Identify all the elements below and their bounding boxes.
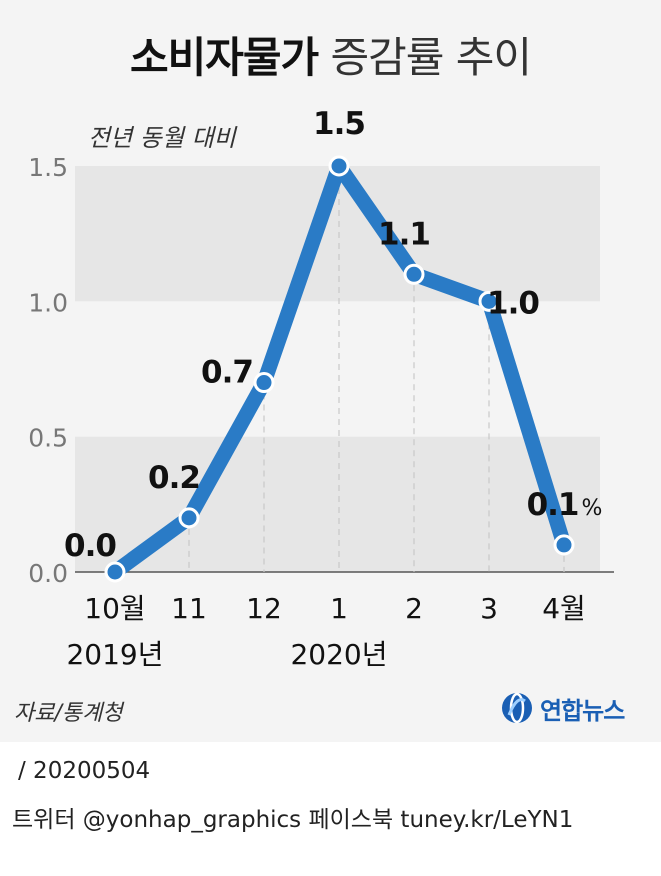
logo-text: 연합뉴스 bbox=[540, 696, 625, 725]
data-point bbox=[253, 372, 275, 394]
source-label: 자료/통계청 bbox=[14, 701, 123, 726]
data-label: 0.2 bbox=[148, 460, 200, 496]
line-chart: 0.00.51.01.5전년 동월 대비0.00.20.71.51.11.00.… bbox=[28, 106, 614, 671]
x-tick-label: 1 bbox=[330, 592, 348, 625]
y-tick-label: 1.0 bbox=[28, 288, 68, 317]
y-tick-label: 0.5 bbox=[28, 424, 68, 453]
data-point bbox=[104, 561, 126, 583]
y-tick-label: 0.0 bbox=[28, 559, 68, 588]
x-group-label: 2019년 bbox=[66, 638, 163, 671]
x-tick-label: 4월 bbox=[542, 592, 586, 625]
data-label: 0.7 bbox=[201, 355, 253, 391]
data-point bbox=[553, 534, 575, 556]
x-tick-label: 10월 bbox=[84, 592, 145, 625]
data-label: 1.0 bbox=[487, 285, 539, 321]
title-bold: 소비자물가 bbox=[129, 33, 319, 82]
yonhap-logo: 연합뉴스 bbox=[500, 688, 625, 728]
data-point bbox=[403, 263, 425, 285]
x-tick-label: 12 bbox=[246, 592, 282, 625]
data-label: 1.1 bbox=[378, 216, 430, 252]
yonhap-globe-icon bbox=[502, 692, 532, 724]
x-tick-label: 11 bbox=[171, 592, 207, 625]
data-label: 0.0 bbox=[64, 528, 116, 564]
data-point bbox=[328, 155, 350, 177]
data-point bbox=[178, 507, 200, 529]
y-tick-label: 1.5 bbox=[28, 153, 68, 182]
social-line: 트위터 @yonhap_graphics 페이스북 tuney.kr/LeYN1 bbox=[12, 807, 574, 833]
x-tick-label: 2 bbox=[405, 592, 423, 625]
chart-card: 소비자물가 증감률 추이 0.0 0.5 1.0 1.5 전년 동월 대비 0.0 0.2 0… bbox=[0, 0, 661, 742]
x-group-label: 2020년 bbox=[290, 638, 387, 671]
data-point bbox=[478, 290, 500, 312]
x-tick-label: 3 bbox=[480, 592, 498, 625]
title-light: 증감률 추이 bbox=[330, 33, 533, 82]
data-label: 1.5 bbox=[313, 106, 365, 142]
chart-title: 소비자물가 증감률 추이 bbox=[0, 30, 661, 86]
date-line: / 20200504 bbox=[18, 758, 151, 784]
y-axis-label: 전년 동월 대비 bbox=[88, 124, 238, 152]
grid-band-0 bbox=[75, 436, 600, 572]
